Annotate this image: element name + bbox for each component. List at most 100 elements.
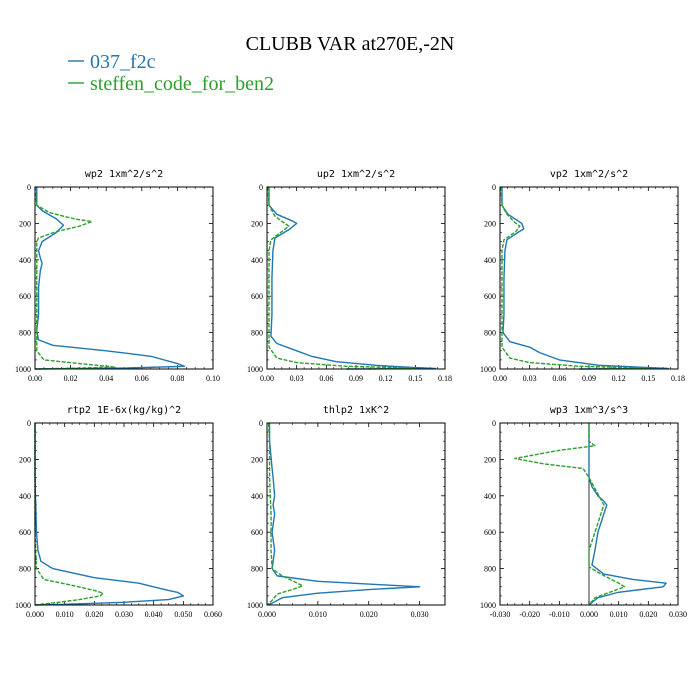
- y-tick-label: 400: [19, 256, 31, 265]
- y-tick-label: 800: [19, 565, 31, 574]
- series-line-2: [514, 423, 626, 606]
- y-tick-label: 200: [484, 455, 496, 464]
- y-tick-label: 1000: [480, 365, 496, 374]
- y-tick-label: 400: [251, 256, 263, 265]
- x-tick-label: 0.04: [99, 374, 113, 383]
- panel-title: rtp2 1E-6x(kg/kg)^2: [67, 405, 181, 416]
- y-tick-label: 200: [251, 219, 263, 228]
- y-tick-label: 600: [251, 292, 263, 301]
- x-tick-label: 0.06: [319, 374, 333, 383]
- y-tick-label: 600: [484, 528, 496, 537]
- y-tick-label: 200: [251, 455, 263, 464]
- y-tick-label: 0: [27, 183, 31, 192]
- panel-1: wp2 1xm^2/s^2 0.00 0.02 0.04 0.06 0.08 0.10 0 20…: [15, 169, 220, 383]
- x-tick-label: 0.15: [641, 374, 655, 383]
- y-tick-label: 200: [19, 455, 31, 464]
- series-line-2: [34, 186, 116, 370]
- y-tick-label: 600: [19, 528, 31, 537]
- y-tick-label: 1000: [247, 365, 263, 374]
- y-tick-label: 400: [251, 492, 263, 501]
- series-line-2: [500, 186, 650, 370]
- x-tick-label: -0.010: [549, 610, 570, 619]
- plot-frame: [34, 186, 214, 370]
- legend-label-1: 037_f2c: [90, 51, 156, 73]
- panels-grid: wp2 1xm^2/s^2 0.00 0.02 0.04 0.06 0.08 0.10 0 20…: [15, 169, 687, 619]
- y-tick-label: 1000: [15, 601, 31, 610]
- y-tick-label: 800: [251, 565, 263, 574]
- y-tick-label: 0: [259, 183, 263, 192]
- legend-item-2: steffen_code_for_ben2: [68, 73, 274, 95]
- x-tick-label: 0.00: [28, 374, 42, 383]
- x-tick-label: -0.020: [519, 610, 540, 619]
- x-tick-label: 0.09: [349, 374, 363, 383]
- plot-frame: [266, 186, 446, 370]
- y-tick-label: 400: [484, 492, 496, 501]
- y-tick-label: 0: [259, 419, 263, 428]
- y-tick-label: 600: [251, 528, 263, 537]
- x-tick-label: 0.10: [206, 374, 220, 383]
- x-tick-label: 0.18: [438, 374, 452, 383]
- y-tick-label: 800: [484, 329, 496, 338]
- panel-2: up2 1xm^2/s^2 0.00 0.03 0.06 0.09 0.12 0.15 0.1…: [247, 169, 452, 383]
- panel-4: rtp2 1E-6x(kg/kg)^2 0.000 0.010 0.020 0.030 0…: [15, 405, 222, 619]
- panel-title: wp3 1xm^3/s^3: [550, 405, 628, 416]
- y-tick-label: 1000: [15, 365, 31, 374]
- y-tick-label: 0: [492, 183, 496, 192]
- x-tick-label: 0.020: [85, 610, 103, 619]
- y-tick-label: 400: [484, 256, 496, 265]
- y-tick-label: 0: [492, 419, 496, 428]
- x-tick-label: 0.040: [145, 610, 163, 619]
- plot-frame: [34, 422, 214, 606]
- plot-frame: [499, 422, 679, 606]
- series-line-2: [34, 423, 104, 606]
- x-tick-label: 0.03: [523, 374, 537, 383]
- panel-3: vp2 1xm^2/s^2 0.00 0.03 0.06 0.09 0.12 0.15 0.1…: [480, 169, 685, 383]
- x-tick-label: 0.00: [493, 374, 507, 383]
- x-tick-label: 0.050: [174, 610, 192, 619]
- x-tick-label: 0.00: [260, 374, 274, 383]
- x-tick-label: 0.000: [26, 610, 44, 619]
- y-tick-label: 800: [19, 329, 31, 338]
- x-tick-label: 0.000: [580, 610, 598, 619]
- x-tick-label: 0.02: [64, 374, 78, 383]
- y-tick-label: 1000: [247, 601, 263, 610]
- series-line-2: [266, 422, 304, 606]
- legend-item-1: 037_f2c: [68, 51, 156, 73]
- x-tick-label: -0.030: [490, 610, 511, 619]
- y-tick-label: 400: [19, 492, 31, 501]
- x-tick-label: 0.18: [671, 374, 685, 383]
- y-tick-label: 1000: [480, 601, 496, 610]
- y-tick-label: 600: [19, 292, 31, 301]
- series-line-1: [34, 187, 186, 370]
- x-tick-label: 0.020: [360, 610, 378, 619]
- series-line-1: [266, 423, 421, 606]
- panel-title: wp2 1xm^2/s^2: [85, 169, 163, 180]
- panel-title: thlp2 1xK^2: [323, 405, 389, 416]
- x-tick-label: 0.030: [411, 610, 429, 619]
- panel-title: up2 1xm^2/s^2: [317, 169, 395, 180]
- panel-6: wp3 1xm^3/s^3 -0.030 -0.020 -0.010 0.000 0.01…: [480, 405, 687, 619]
- x-tick-label: 0.060: [204, 610, 222, 619]
- legend: 037_f2c steffen_code_for_ben2: [68, 51, 274, 95]
- x-tick-label: 0.12: [612, 374, 626, 383]
- y-tick-label: 800: [251, 329, 263, 338]
- y-tick-label: 200: [484, 219, 496, 228]
- x-tick-label: 0.010: [309, 610, 327, 619]
- series-line-2: [267, 186, 417, 370]
- x-tick-label: 0.06: [552, 374, 566, 383]
- x-tick-label: 0.08: [170, 374, 184, 383]
- x-tick-label: 0.09: [582, 374, 596, 383]
- x-tick-label: 0.03: [290, 374, 304, 383]
- plot-frame: [266, 422, 446, 606]
- series-line-1: [501, 187, 669, 370]
- panel-title: vp2 1xm^2/s^2: [550, 169, 628, 180]
- y-tick-label: 800: [484, 565, 496, 574]
- x-tick-label: 0.15: [408, 374, 422, 383]
- x-tick-label: 0.000: [258, 610, 276, 619]
- figure-title: CLUBB VAR at270E,-2N: [246, 33, 455, 55]
- x-tick-label: 0.06: [135, 374, 149, 383]
- x-tick-label: 0.010: [610, 610, 628, 619]
- x-tick-label: 0.020: [639, 610, 657, 619]
- y-tick-label: 600: [484, 292, 496, 301]
